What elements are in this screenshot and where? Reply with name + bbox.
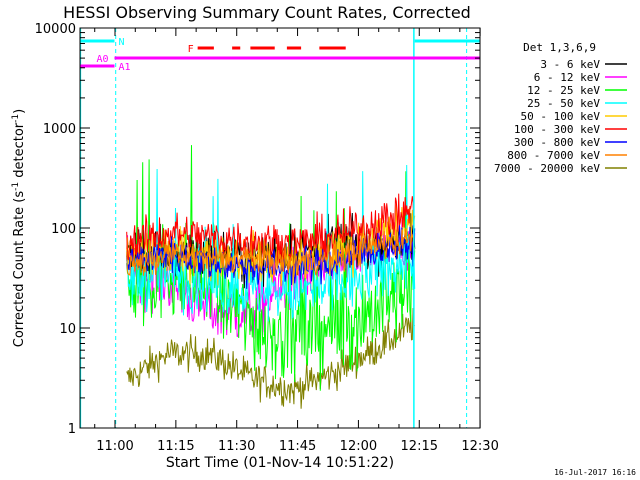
series-line-7 — [126, 228, 416, 277]
y-tick-label-3: 1000 — [43, 122, 76, 137]
legend-item-0: 3 - 6 keV — [540, 58, 627, 71]
series-line-5 — [126, 193, 416, 271]
y-axis-label: Corrected Count Rate (s-1 detector-1) — [11, 109, 27, 347]
legend-label-1: 6 - 12 keV — [534, 71, 601, 84]
legend-item-4: 50 - 100 keV — [521, 110, 627, 123]
legend-item-2: 12 - 25 keV — [527, 84, 627, 97]
x-tick-label-2: 11:30 — [218, 439, 255, 454]
series-line-6 — [126, 225, 416, 289]
x-tick-label-3: 11:45 — [279, 439, 316, 454]
y-tick-label-2: 100 — [51, 222, 76, 237]
x-tick-label-1: 11:15 — [157, 439, 194, 454]
legend-label-3: 25 - 50 keV — [527, 97, 600, 110]
timestamp: 16-Jul-2017 16:16 — [554, 468, 636, 477]
attenuator-a0-label: A0 — [96, 54, 108, 65]
legend-label-2: 12 - 25 keV — [527, 84, 600, 97]
x-tick-label-0: 11:00 — [96, 439, 133, 454]
x-tick-label-6: 12:30 — [461, 439, 498, 454]
y-tick-label-4: 10000 — [35, 22, 76, 37]
plot-data — [126, 145, 416, 409]
flare-label: F — [188, 44, 194, 55]
legend-label-6: 300 - 800 keV — [514, 136, 600, 149]
legend-label-4: 50 - 100 keV — [521, 110, 601, 123]
night-label: N — [118, 37, 124, 48]
legend-label-7: 800 - 7000 keV — [507, 149, 600, 162]
legend-label-5: 100 - 300 keV — [514, 123, 600, 136]
legend-item-6: 300 - 800 keV — [514, 136, 627, 149]
y-tick-label-1: 10 — [59, 322, 76, 337]
legend-item-7: 800 - 7000 keV — [507, 149, 627, 162]
legend-item-3: 25 - 50 keV — [527, 97, 627, 110]
y-tick-label-0: 1 — [68, 422, 76, 437]
x-tick-label-4: 12:00 — [340, 439, 377, 454]
legend-title: Det 1,3,6,9 — [523, 41, 596, 54]
x-axis-label: Start Time (01-Nov-14 10:51:22) — [166, 455, 394, 471]
legend-item-5: 100 - 300 keV — [514, 123, 627, 136]
legend-label-8: 7000 - 20000 keV — [494, 162, 600, 175]
chart-title: HESSI Observing Summary Count Rates, Cor… — [63, 3, 471, 22]
attenuator-a1-label: A1 — [118, 62, 130, 73]
legend-item-1: 6 - 12 keV — [534, 71, 627, 84]
axes: 11:00 11:15 11:30 11:45 12:00 12:15 12:30 1 10 10… — [35, 22, 499, 454]
legend-label-0: 3 - 6 keV — [540, 58, 600, 71]
series-line-3 — [126, 164, 416, 322]
series-line-8 — [126, 307, 415, 409]
x-tick-label-5: 12:15 — [401, 439, 438, 454]
legend-item-8: 7000 - 20000 keV — [494, 162, 627, 175]
